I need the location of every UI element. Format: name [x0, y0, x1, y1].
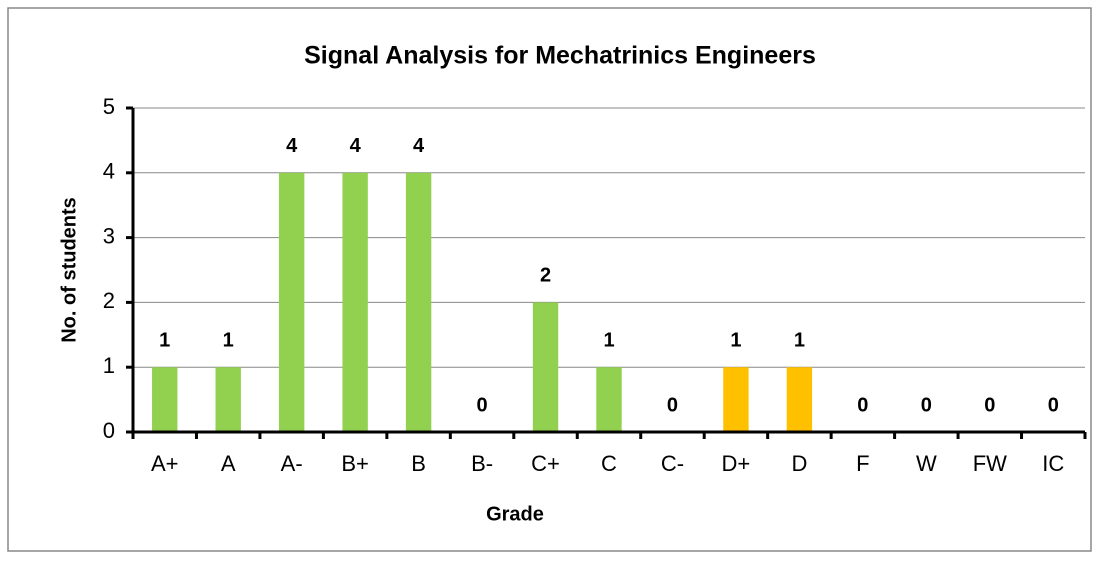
chart-title: Signal Analysis for Mechatrinics Enginee…: [304, 42, 816, 70]
y-tick-label: 2: [103, 288, 115, 313]
data-label: 1: [794, 329, 805, 351]
data-label: 4: [413, 135, 425, 157]
x-tick-label: A+: [151, 451, 179, 476]
x-axis-label: Grade: [486, 503, 544, 525]
data-label: 0: [921, 394, 932, 416]
data-label: 1: [159, 329, 170, 351]
x-tick-label: B-: [471, 451, 493, 476]
bar: [786, 367, 813, 432]
data-label: 0: [984, 394, 995, 416]
bar: [278, 172, 305, 433]
y-tick-label: 4: [103, 159, 115, 184]
x-tick-label: D: [791, 451, 807, 476]
y-tick-label: 5: [103, 94, 115, 119]
data-label: 4: [350, 135, 362, 157]
data-label: 0: [477, 394, 488, 416]
y-axis-label: No. of students: [58, 197, 80, 343]
x-tick-label: C-: [661, 451, 684, 476]
y-tick-label: 3: [103, 223, 115, 248]
data-label: 0: [667, 394, 678, 416]
bar: [152, 367, 178, 432]
y-tick-label: 0: [103, 418, 115, 443]
bar: [405, 172, 432, 433]
data-label: 2: [540, 265, 551, 287]
x-tick-label: W: [916, 451, 937, 476]
data-label: 1: [223, 329, 234, 351]
data-label: 1: [730, 329, 741, 351]
x-tick-label: B: [411, 451, 426, 476]
x-tick-label: D+: [722, 451, 751, 476]
data-label: 1: [603, 329, 614, 351]
bar: [596, 367, 622, 432]
data-label: 0: [857, 394, 868, 416]
x-tick-label: C: [601, 451, 617, 476]
x-tick-label: F: [856, 451, 869, 476]
bar: [215, 367, 241, 432]
chart-border: [7, 7, 1092, 552]
x-tick-label: A: [221, 451, 236, 476]
x-tick-label: B+: [341, 451, 369, 476]
y-tick-label: 1: [103, 353, 115, 378]
x-tick-label: C+: [531, 451, 560, 476]
x-tick-label: A-: [281, 451, 303, 476]
x-tick-label: FW: [973, 451, 1007, 476]
data-label: 4: [286, 135, 298, 157]
bar: [532, 302, 559, 432]
bar: [342, 172, 368, 433]
x-tick-label: IC: [1042, 451, 1064, 476]
data-label: 0: [1048, 394, 1059, 416]
bar: [723, 367, 749, 432]
